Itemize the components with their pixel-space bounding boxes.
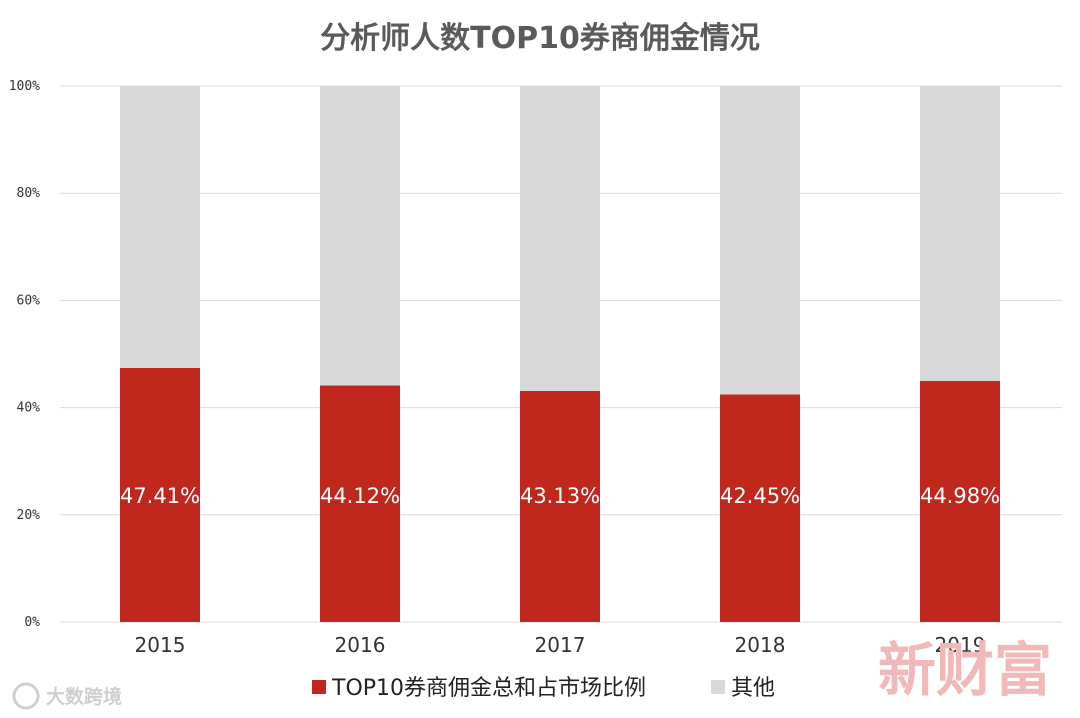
watermark-logo: 大数跨境 — [12, 682, 122, 710]
bar-top10 — [520, 390, 600, 622]
bar-other — [520, 86, 600, 391]
x-category-label: 2016 — [335, 633, 386, 657]
x-category-label: 2015 — [135, 633, 186, 657]
y-tick-label: 100% — [9, 79, 40, 94]
x-category-label: 2018 — [735, 633, 786, 657]
y-tick-label: 80% — [17, 186, 41, 201]
bar-other — [920, 86, 1000, 381]
legend-swatch-other — [711, 680, 725, 694]
legend-swatch-top10 — [312, 680, 326, 694]
y-tick-label: 0% — [24, 615, 40, 630]
legend-label-other: 其他 — [731, 676, 775, 701]
chart-title: 分析师人数TOP10券商佣金情况 — [320, 21, 760, 56]
x-axis-categories: 2015 2016 2017 2018 2019 — [135, 633, 986, 657]
bar-other — [720, 86, 800, 395]
y-tick-label: 60% — [17, 293, 41, 308]
legend-label-top10: TOP10券商佣金总和占市场比例 — [331, 676, 646, 701]
bar-other — [320, 86, 400, 386]
watermark-brand: 新财富 — [878, 636, 1052, 704]
data-label: 43.13% — [520, 484, 600, 508]
bars: 47.41% 44.12% 43.13% 42.45% 44.98% — [120, 86, 1000, 622]
bar-top10 — [720, 394, 800, 622]
data-label: 47.41% — [120, 484, 200, 508]
x-category-label: 2019 — [935, 633, 986, 657]
data-label: 44.98% — [920, 484, 1000, 508]
watermark-logo-icon — [12, 682, 40, 710]
watermark-logo-text: 大数跨境 — [46, 685, 122, 708]
bar-top10 — [920, 380, 1000, 622]
legend: TOP10券商佣金总和占市场比例 其他 — [312, 676, 775, 701]
bar-top10 — [320, 385, 400, 622]
x-category-label: 2017 — [535, 633, 586, 657]
bar-other — [120, 86, 200, 368]
bar-top10 — [120, 367, 200, 622]
data-label: 42.45% — [720, 484, 800, 508]
y-tick-label: 20% — [17, 508, 41, 523]
data-label: 44.12% — [320, 484, 400, 508]
y-tick-label: 40% — [17, 401, 41, 416]
y-axis-ticks: 0% 20% 40% 60% 80% 100% — [9, 79, 40, 630]
